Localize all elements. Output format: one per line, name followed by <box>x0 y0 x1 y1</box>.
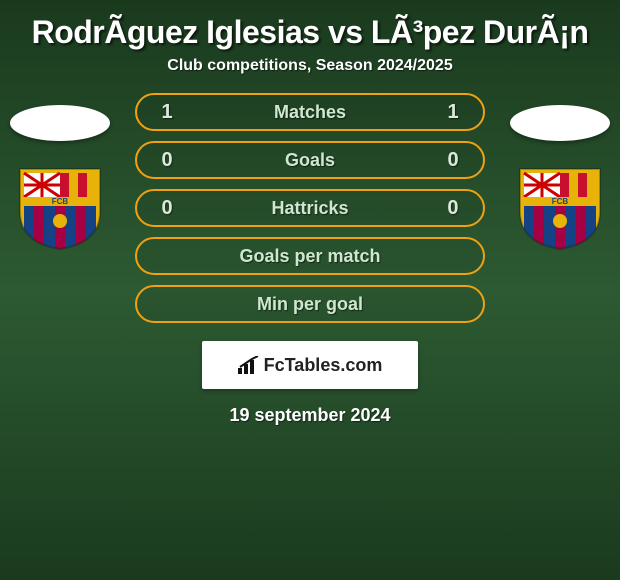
stat-rows: 1 Matches 1 0 Goals 0 0 Hattricks 0 Goals per mat… <box>135 93 485 323</box>
stat-label: Matches <box>274 102 346 123</box>
stat-left-value: 1 <box>157 101 177 124</box>
player-photo-right <box>510 105 610 141</box>
stat-label: Goals per match <box>239 246 380 267</box>
stat-label: Goals <box>285 150 335 171</box>
stat-label: Min per goal <box>257 294 363 315</box>
stat-row: Goals per match <box>135 237 485 275</box>
bar-chart-icon <box>238 356 260 374</box>
club-badge-left: FCB <box>10 161 110 251</box>
stat-right-value: 1 <box>443 101 463 124</box>
stat-row: 1 Matches 1 <box>135 93 485 131</box>
page-title: RodrÃ­guez Iglesias vs LÃ³pez DurÃ¡n <box>0 0 620 57</box>
club-badge-right: FCB <box>510 161 610 251</box>
stat-left-value: 0 <box>157 197 177 220</box>
brand-badge: FcTables.com <box>202 341 418 389</box>
stat-right-value: 0 <box>443 149 463 172</box>
stat-row: 0 Goals 0 <box>135 141 485 179</box>
stat-label: Hattricks <box>271 198 348 219</box>
stat-row: 0 Hattricks 0 <box>135 189 485 227</box>
generated-date: 19 september 2024 <box>10 405 610 426</box>
player-photo-left <box>10 105 110 141</box>
svg-text:FCB: FCB <box>52 197 69 206</box>
comparison-block: FCB FCB <box>0 93 620 426</box>
stat-left-value: 0 <box>157 149 177 172</box>
svg-text:FCB: FCB <box>552 197 569 206</box>
brand-text: FcTables.com <box>264 355 383 376</box>
stat-row: Min per goal <box>135 285 485 323</box>
season-subtitle: Club competitions, Season 2024/2025 <box>0 57 620 75</box>
stat-right-value: 0 <box>443 197 463 220</box>
